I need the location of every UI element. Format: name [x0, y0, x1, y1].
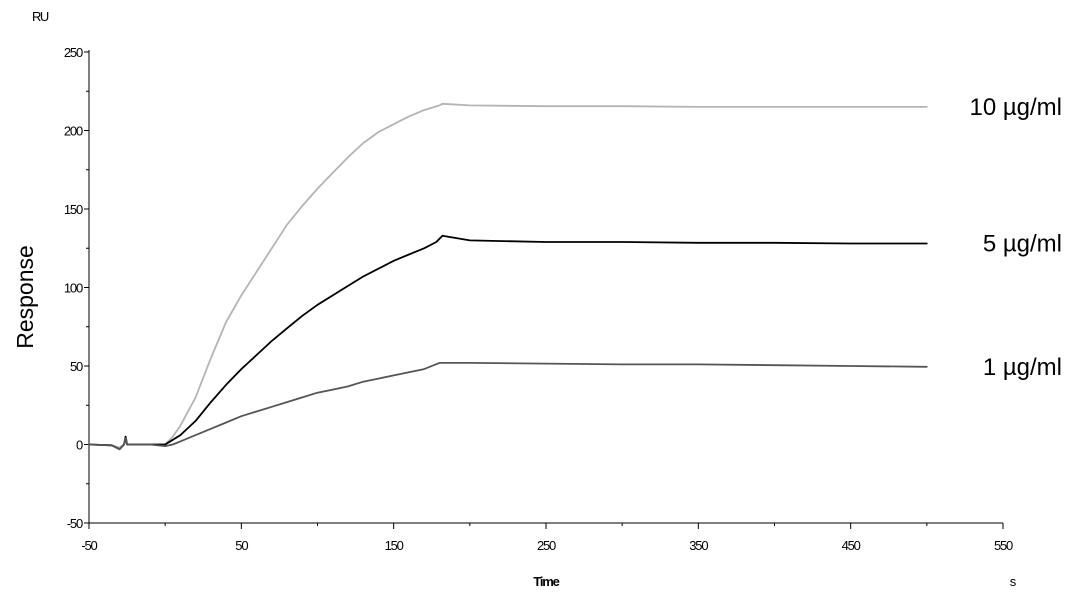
- x-tick-label: -50: [81, 538, 97, 553]
- x-tick-label: 50: [235, 538, 248, 553]
- y-tick-label: 0: [76, 438, 83, 453]
- series-label-1: 10 µg/ml: [969, 94, 1062, 121]
- x-tick-label: 450: [842, 538, 861, 553]
- x-tick-label: 550: [994, 538, 1013, 553]
- y-unit-label: RU: [32, 9, 49, 24]
- y-tick-label: -50: [67, 516, 83, 531]
- series-lines: [88, 102, 928, 451]
- series-line-1: [88, 102, 928, 449]
- series-label-3: 1 µg/ml: [983, 354, 1062, 381]
- series-label-2: 5 µg/ml: [983, 231, 1062, 258]
- series-labels: 10 µg/ml 5 µg/ml 1 µg/ml: [969, 94, 1062, 381]
- ticks: -50 0 50 100 150 200 250 -50 50 150 250 350 450 550: [64, 45, 1014, 553]
- x-tick-label: 350: [689, 538, 708, 553]
- x-axis-title: Time: [533, 574, 559, 589]
- series-line-3: [88, 361, 928, 451]
- x-tick-label: 250: [537, 538, 556, 553]
- x-tick-label: 150: [385, 538, 404, 553]
- x-unit-label: s: [1010, 574, 1017, 589]
- y-axis-title: Response: [12, 245, 38, 349]
- y-tick-label: 100: [64, 281, 83, 296]
- y-tick-label: 200: [64, 124, 83, 139]
- axes: [88, 50, 1003, 524]
- y-tick-label: 50: [70, 359, 83, 374]
- series-line-2: [88, 234, 928, 451]
- y-tick-label: 250: [64, 45, 83, 60]
- y-tick-label: 150: [64, 202, 83, 217]
